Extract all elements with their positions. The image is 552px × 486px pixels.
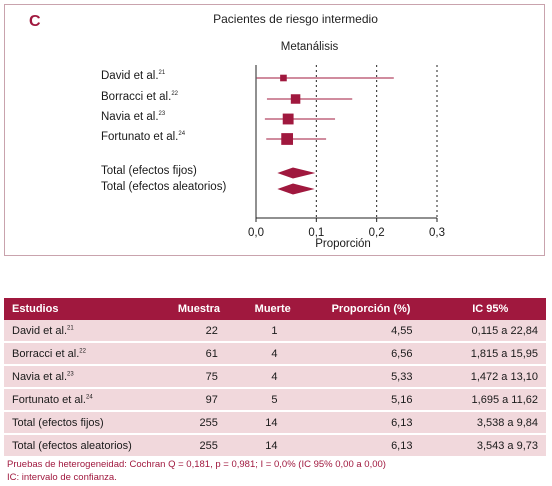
cell-deaths: 14 [237, 411, 308, 435]
forest-plot-panel: C Pacientes de riesgo intermedio Metanál… [4, 4, 545, 256]
cell-prop: 6,13 [307, 434, 435, 458]
cell-prop: 5,16 [307, 388, 435, 412]
x-tick-label: 0,1 [308, 227, 324, 239]
pooled-label: Total (efectos fijos) [101, 165, 197, 177]
panel-letter: C [29, 13, 41, 30]
study-label: Borracci et al.22 [101, 91, 178, 103]
table-header-row: Estudios Muestra Muerte Proporción (%) I… [4, 298, 546, 320]
cell-ci: 1,815 a 15,95 [434, 342, 546, 366]
cell-deaths: 14 [237, 434, 308, 458]
table-body: David et al.21 22 1 4,55 0,115 a 22,84 Borrac… [4, 320, 546, 458]
header-ci: IC 95% [434, 298, 546, 320]
cell-prop: 6,56 [307, 342, 435, 366]
plot-subtitle: Metanálisis [280, 41, 339, 53]
table-row: Fortunato et al.24 97 5 5,16 1,695 a 11,62 [4, 388, 546, 412]
cell-study: Navia et al.23 [4, 365, 160, 389]
cell-study: Borracci et al.22 [4, 342, 160, 366]
cell-n: 255 [160, 411, 238, 435]
header-deaths: Muerte [237, 298, 308, 320]
forest-plot: 0,0 0,1 0,2 0,3 [248, 65, 445, 239]
pooled-diamond [277, 183, 315, 195]
table-row: Borracci et al.22 61 4 6,56 1,815 a 15,95 [4, 342, 546, 366]
cell-prop: 6,13 [307, 411, 435, 435]
table-row: Navia et al.23 75 4 5,33 1,472 a 13,10 [4, 365, 546, 389]
table-row: Total (efectos aleatorios) 255 14 6,13 3,543… [4, 434, 546, 458]
header-sample: Muestra [160, 298, 238, 320]
header-proportion: Proporción (%) [307, 298, 435, 320]
cell-ci: 1,472 a 13,10 [434, 365, 546, 389]
study-label: Fortunato et al.24 [101, 131, 186, 143]
cell-deaths: 1 [237, 320, 308, 343]
cell-ci: 3,538 a 9,84 [434, 411, 546, 435]
x-axis-label: Proporción [315, 238, 371, 250]
heterogeneity-footnote: Pruebas de heterogeneidad: Cochran Q = 0… [7, 459, 386, 470]
results-table: Estudios Muestra Muerte Proporción (%) I… [4, 298, 546, 458]
cell-study: Total (efectos aleatorios) [4, 434, 160, 458]
cell-n: 255 [160, 434, 238, 458]
study-estimate-square [282, 113, 294, 125]
table-row: Total (efectos fijos) 255 14 6,13 3,538 a 9,… [4, 411, 546, 435]
cell-ci: 1,695 a 11,62 [434, 388, 546, 412]
x-tick-label: 0,0 [248, 227, 264, 239]
study-estimate-square [281, 133, 294, 145]
cell-deaths: 4 [237, 342, 308, 366]
study-label: David et al.21 [101, 70, 166, 82]
cell-deaths: 5 [237, 388, 308, 412]
x-tick-label: 0,2 [369, 227, 385, 239]
x-tick-label: 0,3 [429, 227, 445, 239]
cell-study: Fortunato et al.24 [4, 388, 160, 412]
cell-n: 97 [160, 388, 238, 412]
plot-title: Pacientes de riesgo intermedio [213, 12, 378, 26]
cell-deaths: 4 [237, 365, 308, 389]
cell-ci: 3,543 a 9,73 [434, 434, 546, 458]
cell-ci: 0,115 a 22,84 [434, 320, 546, 343]
cell-n: 61 [160, 342, 238, 366]
pooled-diamond [277, 167, 316, 179]
study-estimate-square [290, 94, 301, 104]
cell-study: Total (efectos fijos) [4, 411, 160, 435]
table-row: David et al.21 22 1 4,55 0,115 a 22,84 [4, 320, 546, 343]
cell-n: 75 [160, 365, 238, 389]
ic-footnote: IC: intervalo de confianza. [7, 472, 117, 483]
study-label: Navia et al.23 [101, 111, 166, 123]
cell-prop: 5,33 [307, 365, 435, 389]
pooled-label: Total (efectos aleatorios) [101, 181, 227, 193]
cell-study: David et al.21 [4, 320, 160, 343]
header-studies: Estudios [4, 298, 160, 320]
cell-n: 22 [160, 320, 238, 343]
study-estimate-square [280, 74, 287, 82]
cell-prop: 4,55 [307, 320, 435, 343]
